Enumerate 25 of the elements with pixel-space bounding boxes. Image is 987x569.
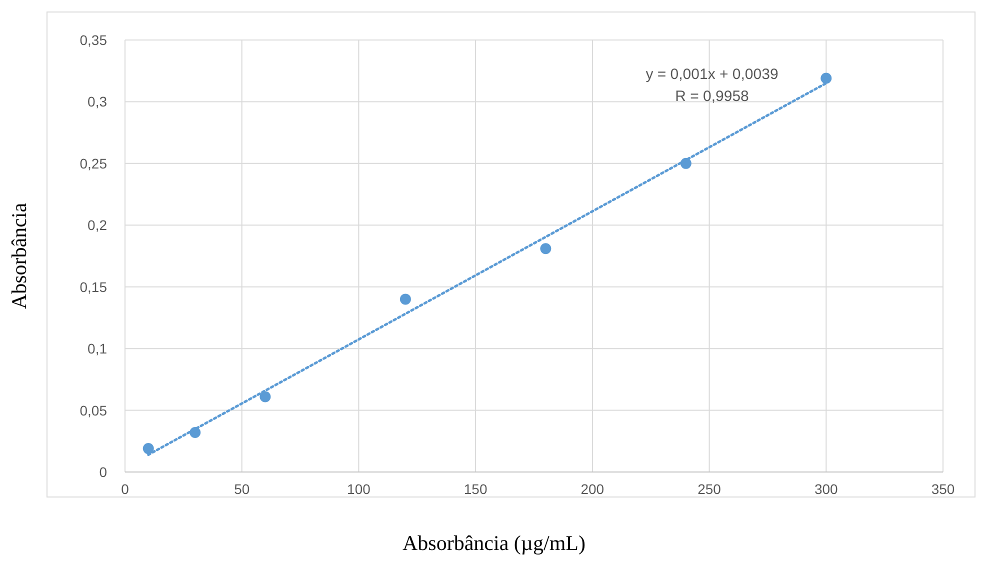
- y-axis-title: Absorbância: [7, 202, 31, 310]
- y-tick-label: 0,15: [80, 278, 108, 295]
- annotation: R = 0,9958: [675, 88, 749, 105]
- x-tick-label: 150: [464, 481, 488, 497]
- y-tick-label: 0,2: [88, 217, 108, 234]
- point: [260, 391, 271, 402]
- y-tick-label: 0,35: [80, 32, 108, 48]
- point: [400, 294, 411, 305]
- point: [142, 443, 154, 454]
- x-tick-label: 300: [814, 481, 838, 497]
- annotation: y = 0,001x + 0,0039: [646, 66, 778, 83]
- x-axis-title: Absorbância (µg/mL): [402, 531, 586, 555]
- x-tick-label: 100: [347, 481, 371, 497]
- y-tick-label: 0,25: [80, 155, 108, 172]
- point: [820, 72, 832, 84]
- y-tick-label: 0: [99, 464, 108, 480]
- x-tick-label: 250: [698, 481, 722, 497]
- y-tick-label: 0,05: [80, 402, 108, 418]
- y-tick-label: 0,1: [88, 340, 108, 357]
- y-tick-label: 0,3: [88, 94, 108, 110]
- x-tick-label: 350: [931, 481, 955, 497]
- point: [540, 243, 552, 254]
- x-tick-label: 200: [580, 481, 604, 497]
- x-tick-label: 50: [234, 481, 250, 497]
- x-tick-label: 0: [121, 481, 130, 497]
